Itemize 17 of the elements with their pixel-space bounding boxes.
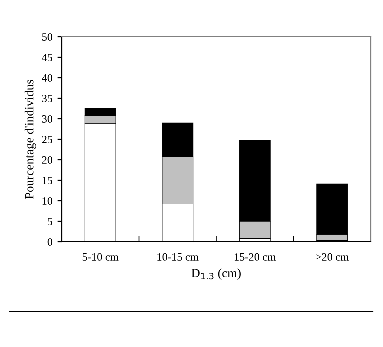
y-tick-label: 0 — [48, 238, 53, 246]
y-tick-label: 45 — [42, 54, 53, 62]
y-tick-label: 20 — [42, 156, 53, 164]
y-tick-label: 50 — [42, 33, 53, 41]
x-tick-label: 15-20 cm — [234, 253, 276, 261]
x-axis-title: D$_{1.3}$ (cm) — [192, 268, 241, 280]
x-tick-label: 5-10 cm — [82, 253, 119, 261]
y-tick-label: 15 — [42, 177, 53, 184]
y-tick-label: 10 — [42, 197, 53, 205]
y-tick-label: 25 — [42, 136, 53, 144]
y-tick-label: 40 — [42, 74, 53, 82]
y-tick-label: 30 — [42, 115, 53, 123]
x-tick-label: >20 cm — [316, 253, 350, 261]
y-axis-title: Pourcentage d'individus — [24, 80, 36, 200]
y-tick-label: 5 — [48, 218, 53, 226]
x-tick-label: 10-15 cm — [158, 253, 199, 261]
y-tick-label: 35 — [42, 94, 53, 102]
